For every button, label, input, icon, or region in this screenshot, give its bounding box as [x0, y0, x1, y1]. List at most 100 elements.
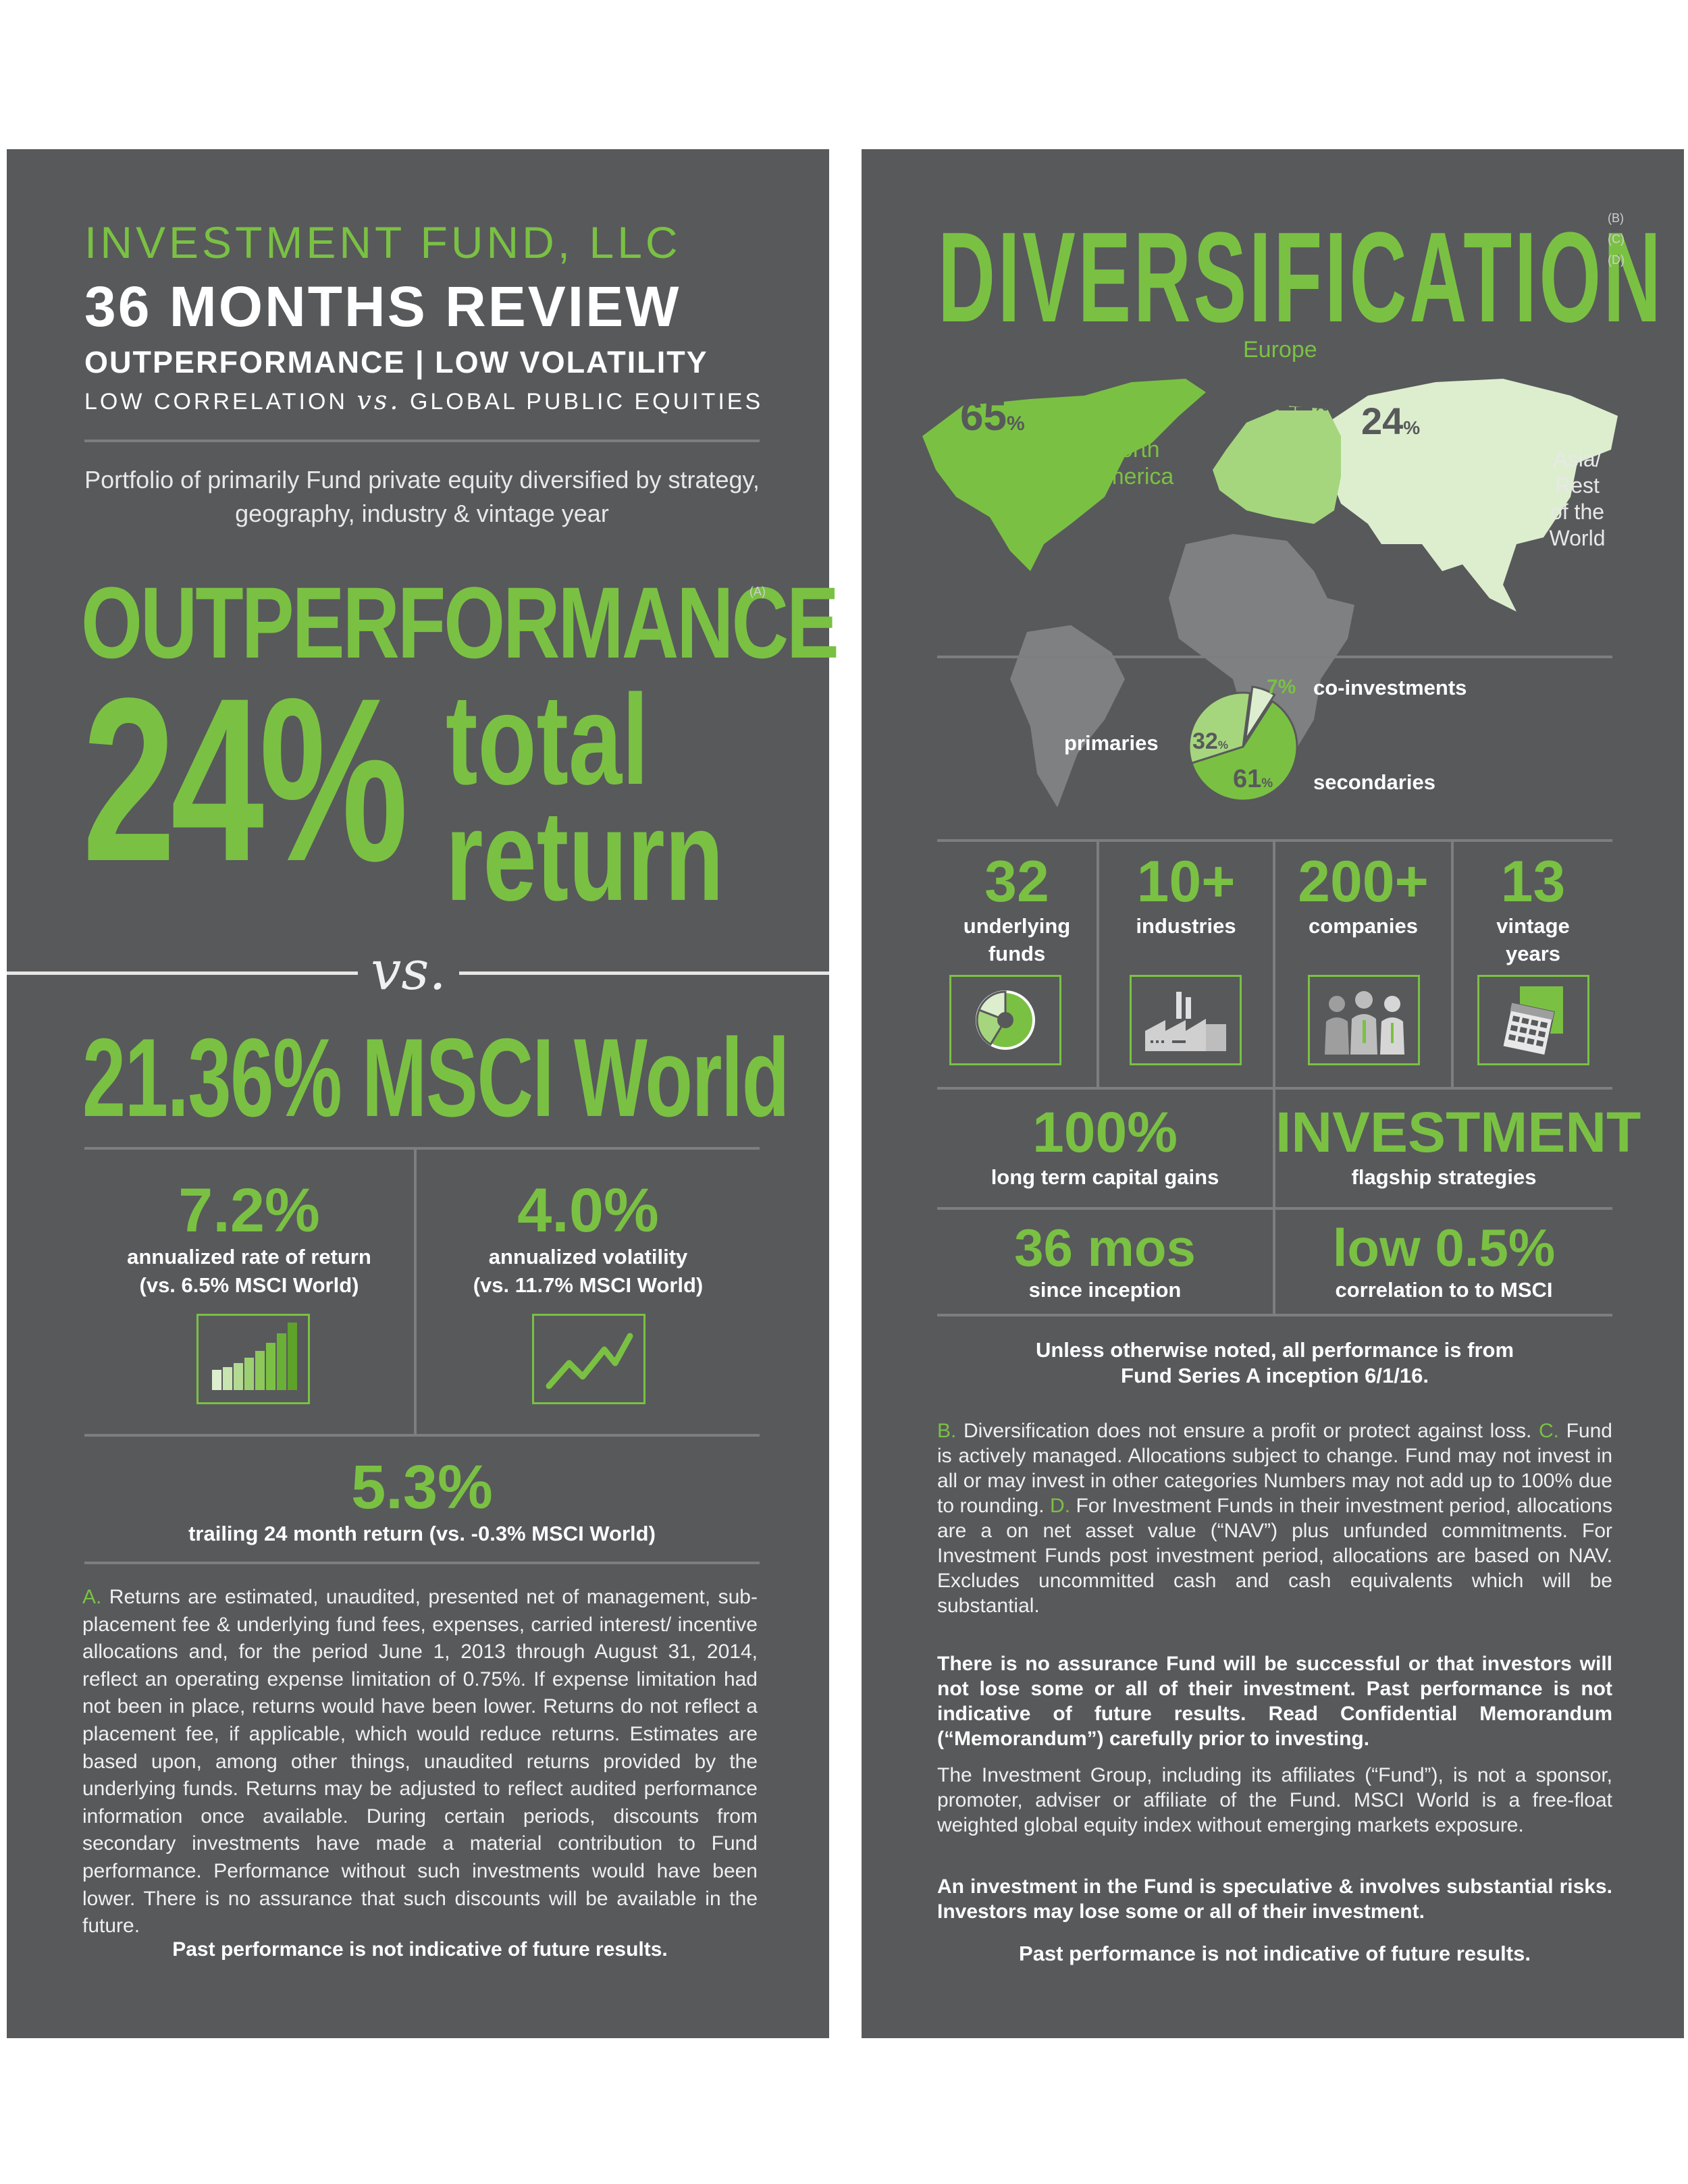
count-label: industries [1136, 914, 1236, 938]
stat-value: 5.3% [351, 1453, 493, 1522]
divider [84, 1562, 760, 1564]
world-map [922, 379, 1618, 807]
divider [937, 1207, 1612, 1210]
pie-label-primaries: primaries [1064, 731, 1159, 755]
label-line: Asia/ [1553, 447, 1602, 471]
stat-sublabel: (vs. 11.7% MSCI World) [473, 1273, 704, 1297]
stat-value: 4.0% [517, 1176, 659, 1245]
divider [84, 440, 760, 442]
divider [84, 1434, 760, 1437]
diversification-title: DIVERSIFICATION [938, 206, 1664, 349]
pct-asia: 24% [1361, 399, 1420, 443]
count-label: vintage [1496, 914, 1570, 938]
risk-disclaimer: There is no assurance Fund will be succe… [937, 1653, 1612, 1750]
subtitle-correlation-a: LOW CORRELATION [84, 389, 348, 415]
total-return-word2: return [446, 784, 724, 928]
stat-value: 7.2% [178, 1176, 320, 1245]
fact-correlation: low 0.5% correlation to to MSCI [1275, 1219, 1612, 1304]
pie-label-secondaries: secondaries [1313, 770, 1435, 794]
pct-sign: % [1261, 776, 1273, 791]
pct-europe: 11% [1276, 379, 1329, 419]
pct-value: 11 [1276, 379, 1313, 419]
stat-trailing: 5.3% trailing 24 month return (vs. -0.3%… [84, 1456, 760, 1548]
outperformance-title: OUTPERFORMANCE [81, 566, 839, 679]
footnote-marker-c: (C) [1608, 232, 1625, 246]
factory-icon [1130, 975, 1242, 1065]
stat-sublabel: (vs. 6.5% MSCI World) [139, 1273, 359, 1297]
fact-inception: 36 mos since inception [937, 1219, 1273, 1304]
count-companies: 200+ companies [1275, 851, 1451, 940]
footnote-text: Diversification does not ensure a profit… [964, 1420, 1532, 1442]
footnote-letter: C. [1538, 1420, 1559, 1442]
map-region-asia [1327, 379, 1618, 612]
subtitle-correlation: LOW CORRELATION vs. GLOBAL PUBLIC EQUITI… [84, 385, 760, 415]
performance-note-line: Fund Series A inception 6/1/16. [1121, 1364, 1429, 1387]
footnote-letter: B. [937, 1420, 957, 1442]
count-industries: 10+ industries [1099, 851, 1273, 940]
line-chart-icon [532, 1314, 645, 1404]
count-value: 32 [984, 849, 1049, 914]
grid-divider [1273, 1087, 1275, 1314]
performance-note: Unless otherwise noted, all performance … [937, 1337, 1612, 1389]
pct-value: 65 [960, 393, 1007, 440]
subtitle-correlation-b: GLOBAL PUBLIC EQUITIES [409, 389, 764, 415]
vs-rule-left [7, 971, 358, 975]
footnote-markers: (B) (C) (D) [1608, 208, 1625, 271]
fact-capital-gains: 100% long term capital gains [937, 1101, 1273, 1192]
stat-label: trailing 24 month return (vs. -0.3% MSCI… [188, 1522, 656, 1545]
divider [937, 1314, 1612, 1316]
subtitle-vs: vs. [357, 385, 401, 415]
divider [937, 656, 1612, 658]
footnote-letter: D. [1050, 1495, 1071, 1517]
stat-label: annualized rate of return [127, 1245, 371, 1269]
fact-value: 36 mos [1014, 1218, 1196, 1277]
pie-value-co-investments: 7% [1267, 676, 1296, 698]
grid-divider [1273, 839, 1275, 1087]
benchmark-heading: 21.36% MSCI World [82, 1015, 789, 1140]
count-label: underlying [963, 914, 1071, 938]
count-value: 200+ [1298, 849, 1429, 914]
grid-divider [1451, 839, 1454, 1087]
label-line: North [1103, 437, 1160, 462]
affiliation-note: The Investment Group, including its affi… [937, 1764, 1612, 1836]
fact-value: low 0.5% [1332, 1218, 1556, 1277]
pct-sign: % [1403, 417, 1421, 438]
total-return-word1: total [446, 668, 649, 811]
performance-note-line: Unless otherwise noted, all performance … [1035, 1338, 1514, 1362]
count-value: 10+ [1136, 849, 1236, 914]
pie-value: 61 [1233, 765, 1262, 793]
vs-rule-right [459, 971, 829, 975]
stat-volatility: 4.0% annualized volatility (vs. 11.7% MS… [417, 1179, 760, 1300]
fact-label: since inception [1028, 1278, 1182, 1302]
count-sublabel: years [1505, 942, 1561, 965]
label-line: of the [1550, 500, 1605, 524]
pct-sign: % [1006, 412, 1025, 435]
map-region-north-america [922, 379, 1206, 571]
label-line: America [1089, 464, 1174, 489]
right-panel: DIVERSIFICATION (B) (C) (D) 65% North Am… [862, 149, 1684, 2038]
stats-divider [414, 1147, 417, 1434]
stat-annual-return: 7.2% annualized rate of return (vs. 6.5%… [84, 1179, 414, 1300]
strategy-pie-chart [1188, 685, 1298, 802]
fact-label: long term capital gains [991, 1165, 1219, 1189]
pie-slice-co-investments [1244, 685, 1276, 741]
fact-value: 100% [1032, 1100, 1178, 1164]
pie-icon [949, 975, 1061, 1065]
fact-flagship: INVESTMENT flagship strategies [1275, 1101, 1641, 1192]
footnote-text: Fund is actively managed. Allocations su… [937, 1420, 1612, 1517]
review-title: 36 MONTHS REVIEW [84, 275, 681, 338]
label-line: Rest [1555, 473, 1600, 498]
pct-value: 24 [1361, 400, 1404, 442]
count-underlying-funds: 32 underlying funds [937, 851, 1097, 967]
fact-label: flagship strategies [1351, 1165, 1537, 1189]
subtitle-performance: OUTPERFORMANCE | LOW VOLATILITY [84, 345, 708, 379]
stat-label: annualized volatility [488, 1245, 688, 1269]
count-value: 13 [1500, 849, 1566, 914]
divider [84, 1147, 760, 1150]
label-line: World [1549, 526, 1606, 550]
label-asia: Asia/ Rest of the World [1530, 446, 1625, 552]
footnote-a-marker: (A) [749, 585, 766, 598]
footnote-marker-b: (B) [1608, 211, 1624, 225]
outperformance-heading: OUTPERFORMANCE [81, 564, 1051, 681]
fund-name: INVESTMENT FUND, LLC [84, 217, 681, 267]
